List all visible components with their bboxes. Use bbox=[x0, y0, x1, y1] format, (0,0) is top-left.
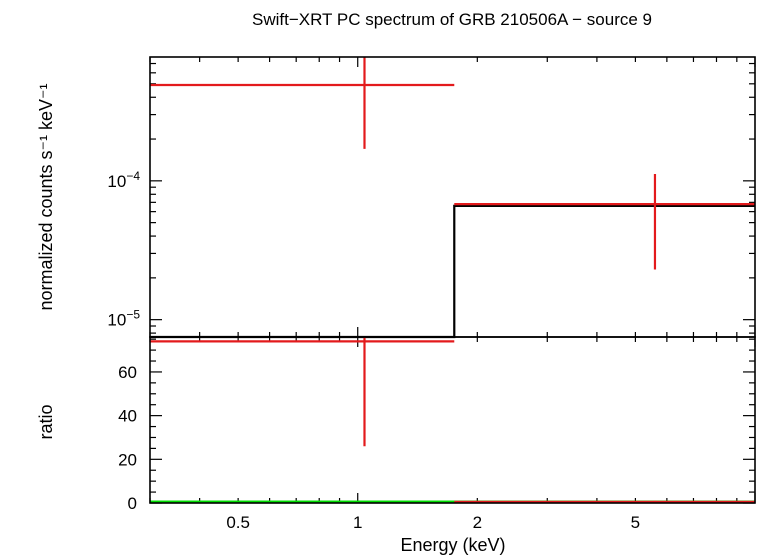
y-tick-label-ratio: 60 bbox=[118, 363, 137, 382]
x-tick-label: 0.5 bbox=[226, 513, 250, 532]
x-axis-label: Energy (keV) bbox=[400, 535, 505, 555]
y-tick-label-ratio: 20 bbox=[118, 450, 137, 469]
plot-layer: 0.5 1 2 5 10−4 10−5 0 20 40 60 bbox=[107, 56, 756, 532]
x-tick-label: 5 bbox=[631, 513, 640, 532]
x-tick-label: 1 bbox=[353, 513, 362, 532]
y-tick-label-spectrum: 10−4 bbox=[107, 169, 140, 191]
y-tick-label-ratio: 0 bbox=[128, 494, 137, 513]
y-tick-label-ratio: 40 bbox=[118, 407, 137, 426]
chart-title: Swift−XRT PC spectrum of GRB 210506A − s… bbox=[252, 10, 652, 29]
y-tick-label-spectrum: 10−5 bbox=[107, 308, 140, 330]
y-axis-label-spectrum: normalized counts s⁻¹ keV⁻¹ bbox=[36, 83, 56, 310]
ratio-panel-frame bbox=[149, 336, 756, 504]
x-tick-label: 2 bbox=[473, 513, 482, 532]
model-step-line bbox=[150, 204, 755, 339]
y-axis-label-ratio: ratio bbox=[36, 404, 56, 439]
spectrum-panel-frame bbox=[149, 56, 756, 338]
